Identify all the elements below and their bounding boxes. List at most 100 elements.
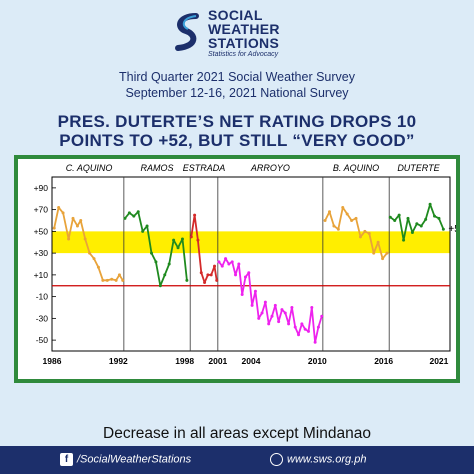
data-point	[406, 216, 410, 220]
data-point	[280, 308, 284, 312]
president-label: ARROYO	[250, 163, 290, 173]
data-point	[114, 278, 118, 282]
data-point	[323, 219, 327, 222]
footer-bar: f/SocialWeatherStations www.sws.org.ph	[0, 446, 474, 474]
data-point	[277, 320, 281, 324]
data-point	[52, 226, 56, 230]
data-point	[381, 257, 385, 261]
data-point	[327, 210, 331, 214]
president-label: ESTRADA	[183, 163, 226, 173]
data-point	[209, 273, 213, 277]
data-point	[358, 235, 362, 239]
data-point	[189, 235, 193, 239]
data-point	[88, 251, 92, 255]
data-point	[172, 238, 176, 242]
y-tick-label: +10	[34, 270, 49, 280]
logo-tagline: Statistics for Advocacy	[208, 51, 279, 58]
logo-line1: SOCIAL	[208, 7, 263, 23]
data-point	[220, 264, 224, 268]
data-point	[61, 211, 65, 215]
sws-logo-mark-icon	[175, 13, 199, 51]
data-point	[354, 216, 358, 220]
x-tick-label: 2004	[242, 356, 261, 366]
headline-line2: POINTS TO +52, BUT STILL “VERY GOOD”	[59, 131, 415, 150]
y-tick-label: +90	[34, 183, 49, 193]
data-point	[393, 219, 397, 222]
website-link[interactable]: www.sws.org.ph	[270, 453, 366, 466]
data-point	[154, 260, 158, 264]
data-point	[203, 280, 207, 284]
data-point	[163, 273, 167, 277]
data-point	[388, 215, 392, 219]
data-point	[273, 303, 277, 307]
plot-border	[51, 176, 451, 352]
data-point	[132, 214, 136, 218]
data-point	[250, 303, 254, 307]
data-point	[350, 219, 354, 222]
data-point	[234, 273, 238, 277]
data-point	[215, 278, 219, 282]
annotation-label: +52	[448, 224, 456, 235]
data-point	[141, 229, 145, 233]
data-point	[290, 306, 294, 309]
data-point	[145, 224, 149, 228]
data-point	[367, 232, 371, 236]
data-point	[71, 216, 75, 220]
president-label: RAMOS	[141, 163, 174, 173]
president-label: C. AQUINO	[66, 163, 113, 173]
logo-line2: WEATHER	[208, 21, 280, 37]
data-point	[410, 230, 414, 234]
data-point	[224, 257, 228, 261]
net-rating-chart: +90 +70 +50 +30 +10 -10 -30 -50 1986 1992 1998 2001…	[34, 163, 456, 366]
data-point	[385, 251, 389, 255]
data-point	[227, 262, 231, 266]
data-point	[419, 224, 423, 228]
x-tick-label: 1992	[109, 356, 128, 366]
data-point	[287, 322, 291, 326]
data-point	[441, 227, 445, 231]
data-point	[293, 325, 297, 329]
x-tick-label: 2001	[208, 356, 227, 366]
data-point	[433, 214, 437, 218]
data-point	[376, 240, 380, 244]
data-point	[341, 205, 345, 209]
website-url: www.sws.org.ph	[287, 453, 367, 466]
y-tick-label: +50	[34, 226, 49, 236]
data-point	[247, 271, 251, 275]
data-point	[237, 262, 241, 266]
data-point	[363, 229, 367, 233]
facebook-link[interactable]: f/SocialWeatherStations	[60, 453, 191, 466]
data-point	[217, 260, 221, 264]
data-point	[117, 273, 121, 277]
data-point	[297, 333, 301, 337]
data-point	[397, 213, 401, 217]
data-point	[150, 251, 153, 255]
data-point	[306, 329, 310, 333]
sws-logo: SOCIAL WEATHER STATIONS Statistics for A…	[172, 8, 312, 60]
data-point	[79, 219, 83, 222]
logo-line3: STATIONS	[208, 35, 280, 51]
data-point	[263, 300, 267, 304]
data-point	[336, 227, 340, 231]
data-point	[428, 202, 432, 206]
data-point	[185, 278, 189, 282]
data-point	[437, 216, 441, 220]
data-point	[283, 311, 287, 315]
data-point	[267, 322, 271, 326]
data-point	[158, 284, 162, 288]
data-point	[110, 277, 114, 281]
data-point	[402, 238, 406, 242]
bottom-title: Decrease in all areas except Mindanao	[103, 425, 371, 442]
facebook-icon: f	[60, 453, 73, 466]
data-point	[260, 311, 264, 315]
data-point	[316, 325, 320, 329]
data-point	[193, 213, 197, 217]
x-tick-label: 2010	[308, 356, 327, 366]
data-point	[320, 314, 324, 318]
x-tick-label: 1986	[43, 356, 62, 366]
data-point	[101, 278, 105, 282]
president-label: DUTERTE	[397, 163, 440, 173]
data-point	[92, 257, 96, 261]
data-point	[199, 271, 203, 275]
y-tick-label: +70	[34, 205, 49, 215]
